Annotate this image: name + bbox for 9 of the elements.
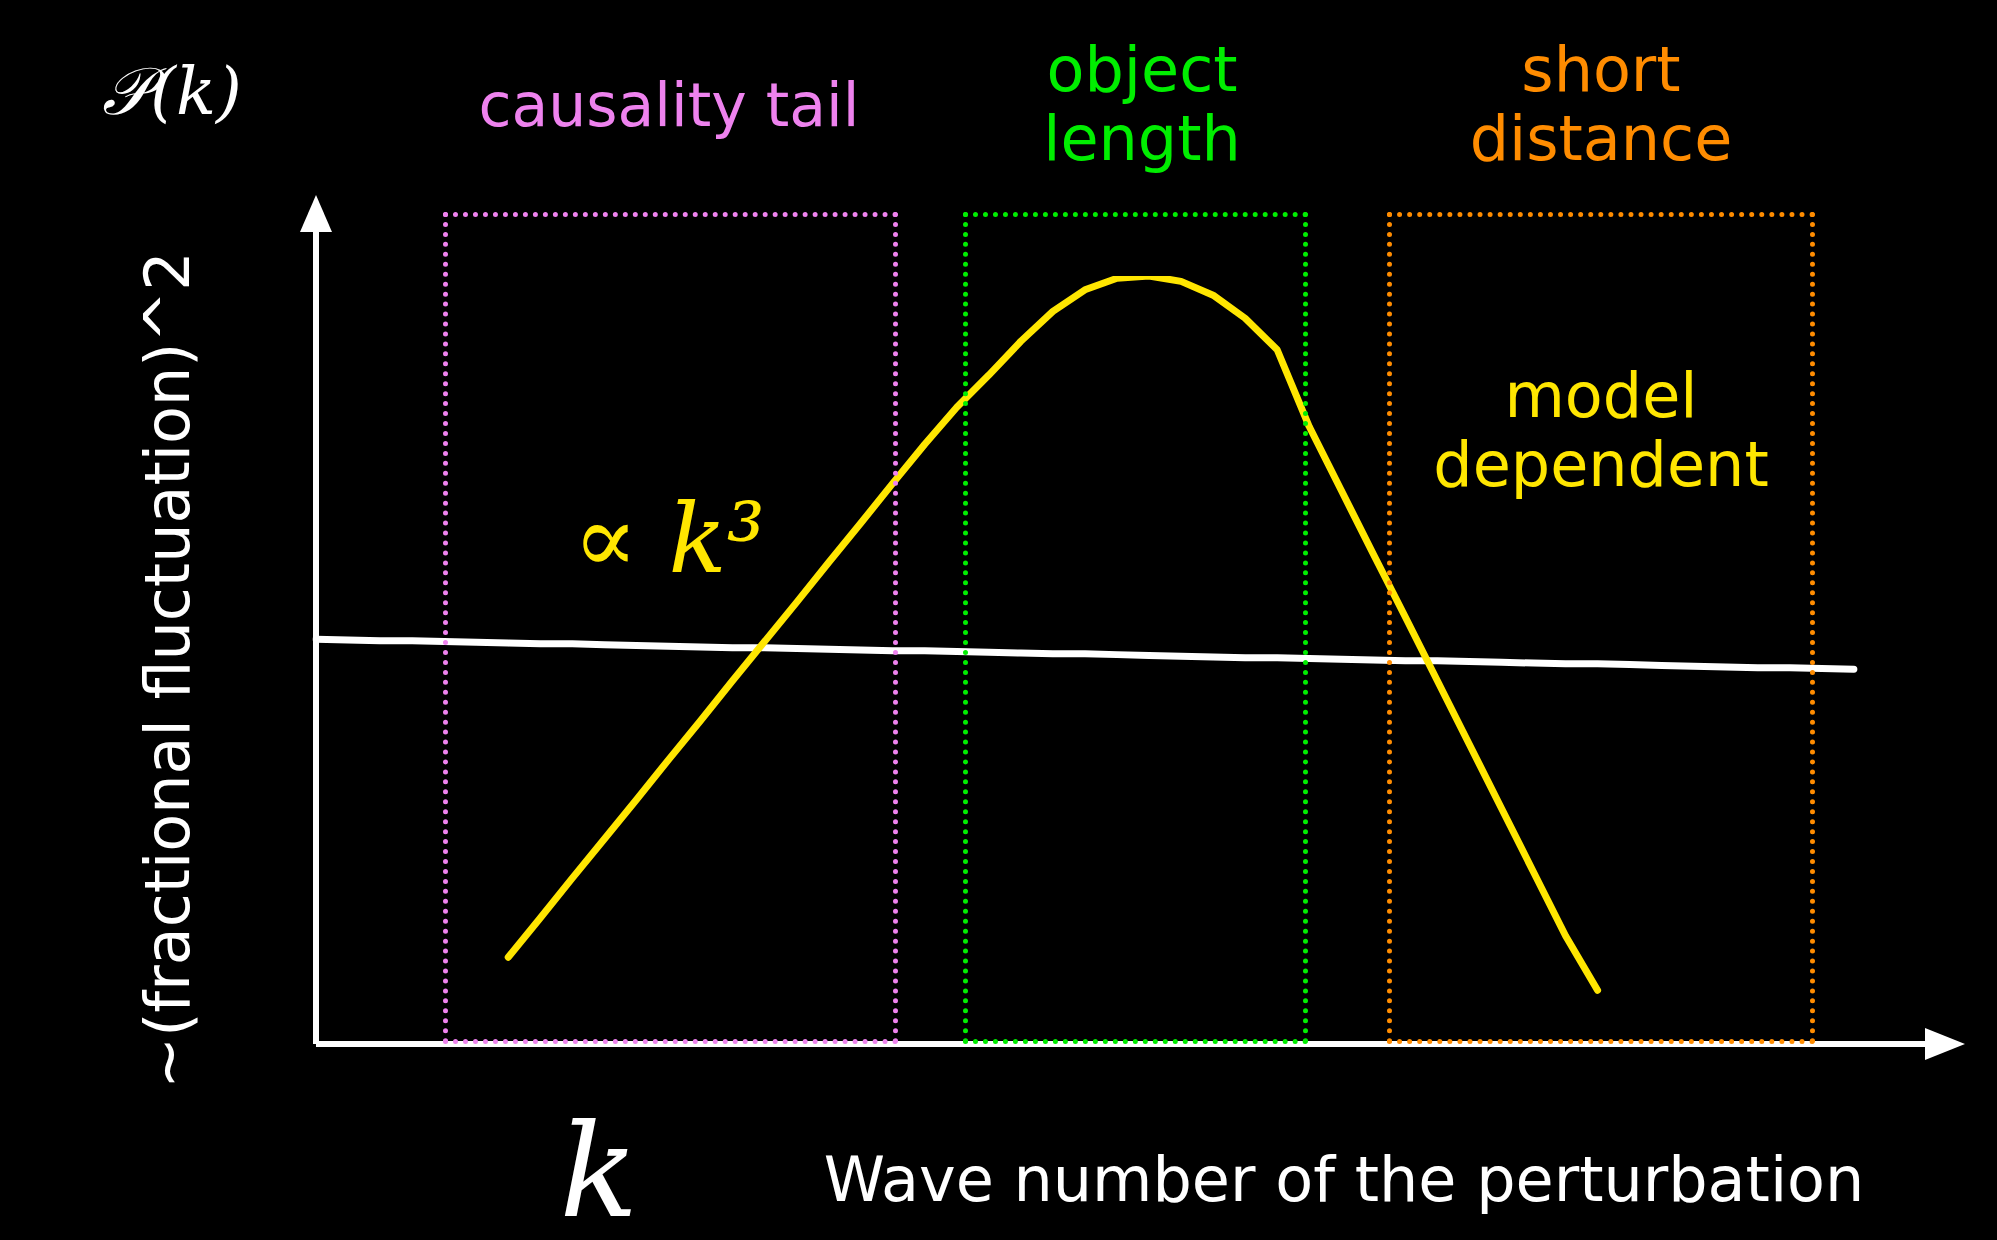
text: causality tail — [478, 70, 860, 141]
text: object length — [1043, 32, 1241, 175]
x-axis-title: Wave number of the perturbation — [823, 1143, 1865, 1217]
annotation: ∝ k³ — [572, 483, 766, 596]
annotation: model dependent — [1433, 358, 1769, 501]
text: short distance — [1469, 32, 1733, 175]
y-axis-title: ~(fractional fluctuation)^2 — [131, 251, 205, 1089]
text: k — [559, 1095, 639, 1240]
text: 𝒫(k) — [102, 53, 242, 131]
